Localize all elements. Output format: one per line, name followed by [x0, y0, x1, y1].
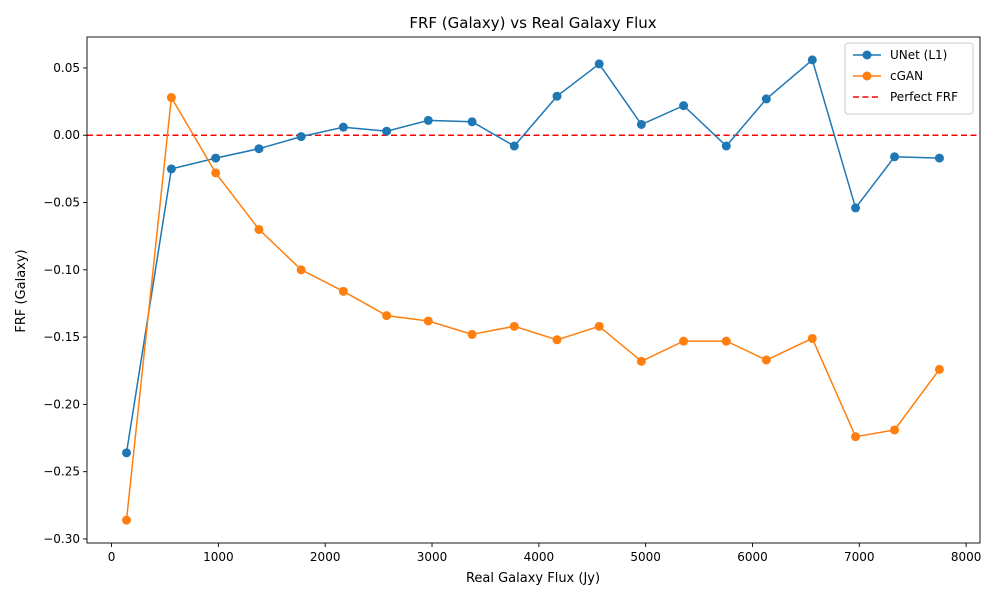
- x-tick-label: 0: [108, 550, 116, 564]
- x-tick-label: 5000: [630, 550, 661, 564]
- data-point-cgan: [890, 425, 900, 435]
- y-tick-label: −0.30: [43, 532, 80, 546]
- data-point-unet-l1: [382, 126, 392, 136]
- x-tick-label: 2000: [310, 550, 341, 564]
- data-point-cgan: [721, 336, 731, 346]
- y-tick-label: 0.05: [53, 61, 80, 75]
- y-tick-label: −0.10: [43, 263, 80, 277]
- data-point-unet-l1: [934, 153, 944, 163]
- series-line-cgan: [125, 95, 941, 521]
- data-point-cgan: [296, 265, 306, 275]
- data-point-unet-l1: [721, 141, 731, 151]
- data-point-cgan: [122, 515, 132, 525]
- x-tick-label: 3000: [417, 550, 448, 564]
- data-point-cgan: [807, 333, 817, 343]
- legend-label-cgan: cGAN: [890, 69, 923, 83]
- data-point-unet-l1: [890, 152, 900, 162]
- legend: UNet (L1) cGAN Perfect FRF: [844, 42, 974, 115]
- y-tick-label: −0.25: [43, 465, 80, 479]
- data-point-cgan: [211, 168, 221, 178]
- y-tick-label: −0.20: [43, 397, 80, 411]
- data-point-unet-l1: [679, 101, 689, 111]
- x-tick-label: 4000: [524, 550, 555, 564]
- data-point-unet-l1: [338, 122, 348, 132]
- data-point-cgan: [934, 364, 944, 374]
- data-point-unet-l1: [254, 144, 264, 154]
- data-point-unet-l1: [211, 153, 221, 163]
- plot-area: [87, 55, 980, 525]
- legend-marker-cgan: [862, 71, 872, 81]
- data-point-cgan: [338, 286, 348, 296]
- x-tick-label: 8000: [951, 550, 982, 564]
- data-point-unet-l1: [807, 55, 817, 65]
- chart-title: FRF (Galaxy) vs Real Galaxy Flux: [409, 14, 656, 32]
- axes-frame: [86, 36, 981, 544]
- data-point-unet-l1: [467, 117, 477, 127]
- y-tick-label: 0.00: [53, 128, 80, 142]
- legend-marker-unet-l1: [862, 50, 872, 60]
- data-point-cgan: [254, 224, 264, 234]
- data-point-cgan: [552, 335, 562, 345]
- data-point-cgan: [382, 311, 392, 321]
- data-point-unet-l1: [851, 203, 861, 213]
- data-point-unet-l1: [423, 115, 433, 125]
- data-point-cgan: [594, 321, 604, 331]
- data-point-unet-l1: [296, 132, 306, 142]
- data-point-cgan: [761, 355, 771, 365]
- axes: 0 1000 2000 3000 4000 5000 6000 7000 8000 −0.30 −0…: [43, 36, 982, 564]
- data-point-cgan: [467, 329, 477, 339]
- data-point-cgan: [423, 316, 433, 326]
- data-point-cgan: [636, 356, 646, 366]
- data-point-unet-l1: [636, 119, 646, 129]
- data-point-unet-l1: [509, 141, 519, 151]
- data-point-unet-l1: [594, 59, 604, 69]
- data-point-unet-l1: [166, 164, 176, 174]
- data-point-cgan: [166, 93, 176, 103]
- x-tick-label: 1000: [203, 550, 234, 564]
- data-point-cgan: [679, 336, 689, 346]
- legend-label-perfect-frf: Perfect FRF: [890, 90, 958, 104]
- data-point-cgan: [509, 321, 519, 331]
- data-point-unet-l1: [552, 91, 562, 101]
- data-point-unet-l1: [122, 448, 132, 458]
- x-axis-label: Real Galaxy Flux (Jy): [466, 571, 600, 586]
- y-axis-label: FRF (Galaxy): [14, 249, 29, 332]
- data-point-cgan: [851, 432, 861, 442]
- series-line-unet-l1: [125, 58, 940, 453]
- x-tick-label: 7000: [844, 550, 875, 564]
- legend-label-unet-l1: UNet (L1): [890, 48, 947, 62]
- data-point-unet-l1: [761, 94, 771, 104]
- y-tick-label: −0.15: [43, 330, 80, 344]
- y-tick-label: −0.05: [43, 196, 80, 210]
- x-tick-label: 6000: [737, 550, 768, 564]
